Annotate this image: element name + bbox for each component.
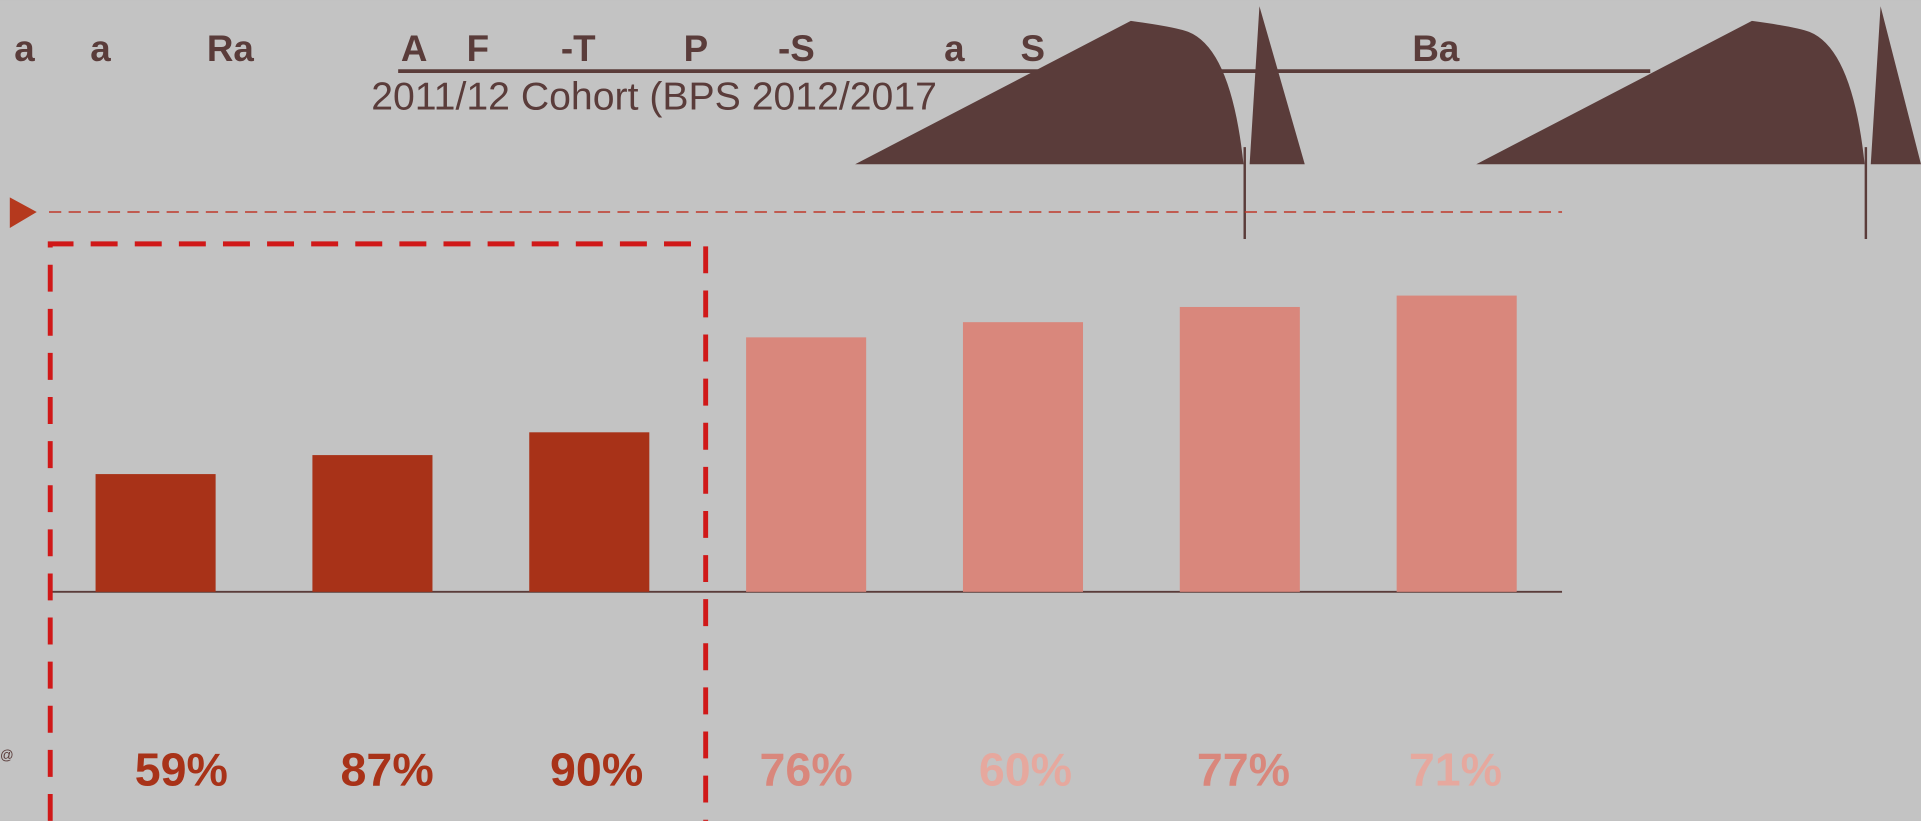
header-word: a [90, 28, 111, 69]
header-word: a [14, 28, 35, 69]
value-annotation: 71% [1409, 743, 1502, 795]
bar [1397, 296, 1517, 592]
value-annotation: 60% [979, 743, 1072, 795]
bar [96, 474, 216, 592]
page: 2011/12 Cohort (BPS 2012/2017 @ a a Ra AF -T… [0, 0, 1921, 821]
header-word: a [944, 28, 965, 69]
subtitle: 2011/12 Cohort (BPS 2012/2017 [371, 76, 937, 119]
value-annotation: 90% [550, 743, 643, 795]
header-word: -S [778, 28, 815, 69]
value-annotation: 76% [760, 743, 853, 795]
header-word: F [467, 28, 489, 69]
footnote-mark: @ [0, 748, 14, 763]
bar [963, 322, 1083, 592]
header-word: S [1021, 28, 1046, 69]
bar [1180, 307, 1300, 592]
bar [312, 455, 432, 592]
header-word: Ra [207, 28, 255, 69]
header-word: A [401, 28, 428, 69]
header-word: Ba [1412, 28, 1460, 69]
value-annotation: 77% [1197, 743, 1290, 795]
bar [746, 337, 866, 591]
header-word: P [684, 28, 709, 69]
value-annotation: 87% [341, 743, 434, 795]
chart: 2011/12 Cohort (BPS 2012/2017 @ a a Ra AF -T… [0, 0, 1921, 821]
header-word: -T [561, 28, 596, 69]
bar [529, 432, 649, 592]
value-annotation: 59% [135, 743, 228, 795]
